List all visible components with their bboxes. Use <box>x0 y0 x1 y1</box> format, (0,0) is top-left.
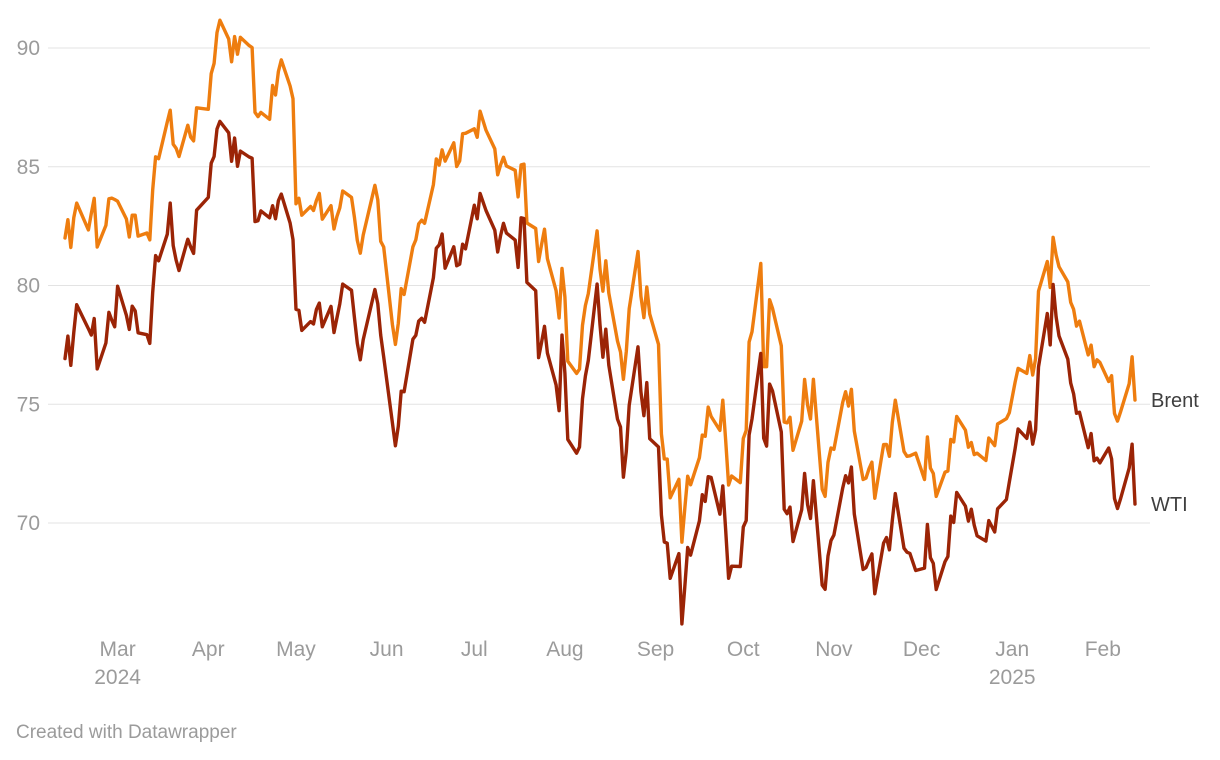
x-tick-label-jun: Jun <box>370 638 404 661</box>
y-tick-label-85: 85 <box>17 156 40 179</box>
wti-line <box>63 119 1137 626</box>
x-tick-year-2025: 2025 <box>989 666 1036 689</box>
gridlines <box>48 47 1150 524</box>
legend-label-brent: Brent <box>1151 390 1199 412</box>
y-tick-label-90: 90 <box>17 37 40 60</box>
y-axis-labels: 70 75 80 85 90 <box>17 37 40 535</box>
x-axis-labels: Mar 2024 Apr May Jun Jul Aug Sep Oct Nov Dec Jan 202… <box>94 638 1121 689</box>
x-tick-label-nov: Nov <box>815 638 853 661</box>
x-tick-label-sep: Sep <box>637 638 674 661</box>
x-tick-label-may: May <box>276 638 316 661</box>
x-tick-label-oct: Oct <box>727 638 760 661</box>
x-tick-label-feb: Feb <box>1085 638 1121 661</box>
brent-line <box>63 18 1137 544</box>
legend-label-wti: WTI <box>1151 494 1188 516</box>
y-tick-label-75: 75 <box>17 393 40 416</box>
x-tick-label-jul: Jul <box>461 638 488 661</box>
x-tick-label-apr: Apr <box>192 638 225 661</box>
x-tick-label-mar: Mar <box>100 638 136 661</box>
x-tick-label-dec: Dec <box>903 638 940 661</box>
y-tick-label-70: 70 <box>17 512 40 535</box>
attribution-text: Created with Datawrapper <box>16 722 237 743</box>
x-tick-label-jan: Jan <box>995 638 1029 661</box>
x-tick-label-aug: Aug <box>546 638 583 661</box>
y-tick-label-80: 80 <box>17 275 40 298</box>
x-tick-year-2024: 2024 <box>94 666 141 689</box>
